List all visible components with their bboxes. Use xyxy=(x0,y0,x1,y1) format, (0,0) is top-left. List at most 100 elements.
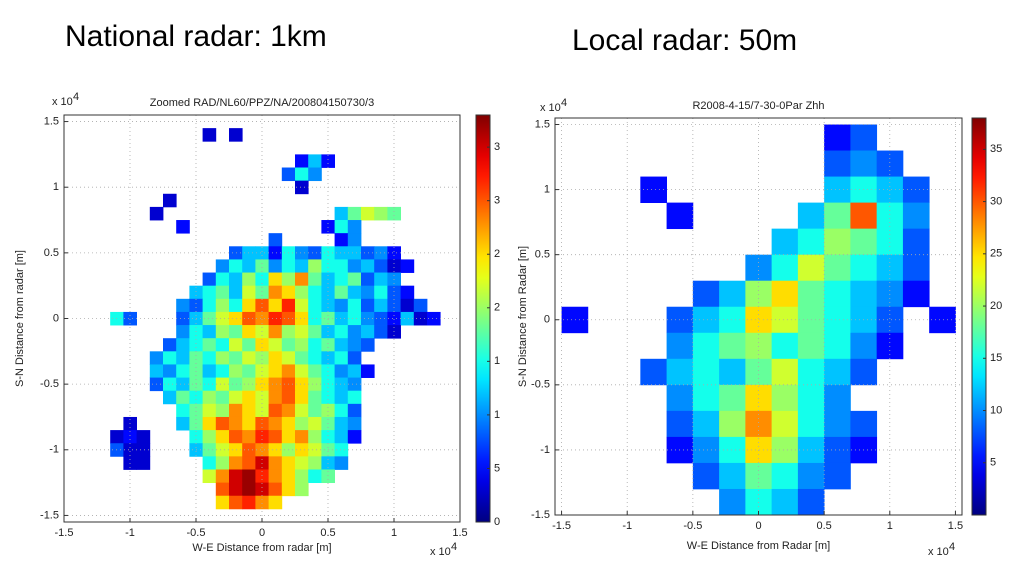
y-tick-label: 1.5 xyxy=(44,115,59,127)
heatmap-cell xyxy=(334,338,349,352)
heatmap-cell xyxy=(850,280,878,308)
heatmap-cell xyxy=(797,332,825,360)
y-axis-label: S-N Distance from Radar [m] xyxy=(517,246,529,387)
heatmap-cell xyxy=(902,202,930,230)
y-tick-label: 0 xyxy=(53,312,59,324)
heatmap-cell xyxy=(374,298,388,313)
heatmap-cell xyxy=(876,332,904,360)
heatmap-cell xyxy=(281,469,296,484)
heatmap-cell xyxy=(295,416,309,431)
axis-multiplier: x 10 4 xyxy=(928,541,955,558)
heatmap-cell xyxy=(797,202,825,230)
heatmap-cell xyxy=(797,358,825,386)
heatmap-cell xyxy=(202,338,217,352)
heatmap-cell xyxy=(771,410,799,438)
heatmap-cell xyxy=(202,298,217,313)
heatmap-cell xyxy=(308,298,322,313)
heatmap-cell xyxy=(295,285,309,300)
heatmap-cell xyxy=(334,233,349,247)
heatmap-cell xyxy=(308,285,322,300)
heatmap-cell xyxy=(255,259,269,273)
heatmap-cell xyxy=(361,338,375,352)
heatmap-cell xyxy=(400,259,415,273)
heatmap-cell xyxy=(268,311,283,326)
heading: Local radar: 50m xyxy=(572,24,797,57)
heatmap-cell xyxy=(281,259,296,273)
heatmap-cell xyxy=(347,298,362,313)
heatmap-cell xyxy=(189,430,203,444)
heatmap-cell xyxy=(719,488,746,516)
heatmap-cell xyxy=(202,469,217,484)
heatmap-cell xyxy=(334,246,349,260)
chart-title: Zoomed RAD/NL60/PPZ/NA/200804150730/3 xyxy=(150,97,374,109)
heatmap-cell xyxy=(202,272,217,287)
colorbar-tick-label: 35 xyxy=(990,143,1002,155)
heatmap-cell xyxy=(281,364,296,378)
heatmap-cell xyxy=(163,377,177,392)
heatmap-cell xyxy=(136,430,151,444)
colorbar-tick-label: 3 xyxy=(494,195,500,207)
heatmap-cell xyxy=(824,124,851,151)
heatmap-cell xyxy=(771,332,799,360)
heatmap-cell xyxy=(255,482,269,497)
heatmap-cell xyxy=(308,311,322,326)
heatmap-cell xyxy=(824,202,851,230)
heatmap-cell xyxy=(824,254,851,282)
colorbar-tick-label: 10 xyxy=(990,404,1002,416)
heatmap-cell xyxy=(334,377,349,392)
heatmap-cell xyxy=(387,298,401,313)
heatmap-cell xyxy=(176,311,190,326)
heatmap-cell xyxy=(242,298,256,313)
heatmap-cell xyxy=(321,259,335,273)
heatmap-cell xyxy=(824,280,851,308)
heatmap-cell xyxy=(374,259,388,273)
heatmap-cell xyxy=(229,469,243,484)
heatmap-cell xyxy=(268,416,283,431)
heatmap-cell xyxy=(268,364,283,378)
heatmap-cell xyxy=(189,403,203,418)
heatmap-cell xyxy=(334,259,349,273)
heatmap-cell xyxy=(824,384,851,412)
heatmap-cell xyxy=(202,364,217,378)
heatmap-cell xyxy=(824,410,851,438)
heatmap-cell xyxy=(308,167,322,182)
heatmap-cell xyxy=(361,206,375,221)
heatmap-cell xyxy=(771,306,799,334)
heatmap-cell xyxy=(347,377,362,392)
heatmap-cell xyxy=(334,403,349,418)
heatmap-cell xyxy=(215,325,230,339)
heatmap-cell xyxy=(295,443,309,457)
colorbar-tick-label: 0 xyxy=(494,516,500,528)
heatmap-cell xyxy=(308,338,322,352)
heatmap-cell xyxy=(361,311,375,326)
heatmap-cell xyxy=(229,416,243,431)
heatmap-cell xyxy=(215,456,230,470)
heatmap-cell xyxy=(347,246,362,260)
heatmap-cell xyxy=(268,259,283,273)
heatmap-cell xyxy=(640,176,667,204)
heatmap-cell xyxy=(308,416,322,431)
heatmap-cell xyxy=(347,351,362,365)
heatmap-cell xyxy=(347,259,362,273)
heatmap-cell xyxy=(334,220,349,234)
heatmap-cell xyxy=(281,430,296,444)
heatmap-cell xyxy=(202,285,217,300)
colorbar-tick-label: 20 xyxy=(990,300,1002,312)
heatmap-cell xyxy=(229,364,243,378)
heatmap-cell xyxy=(189,285,203,300)
heatmap-cell xyxy=(692,358,720,386)
heatmap-cell xyxy=(347,206,362,221)
heatmap-cell xyxy=(229,351,243,365)
heatmap-cell xyxy=(295,364,309,378)
heatmap-cell xyxy=(242,482,256,497)
heatmap-cell xyxy=(215,298,230,313)
axis-multiplier: x 10 4 xyxy=(540,97,567,114)
heatmap-cell xyxy=(242,416,256,431)
heatmap-cell xyxy=(321,285,335,300)
heatmap-cell xyxy=(321,338,335,352)
heatmap-cell xyxy=(308,469,322,484)
heatmap-cell xyxy=(229,311,243,326)
x-axis-label: W-E Distance from radar [m] xyxy=(192,542,331,554)
heatmap-cell xyxy=(215,377,230,392)
heatmap-cell xyxy=(321,298,335,313)
